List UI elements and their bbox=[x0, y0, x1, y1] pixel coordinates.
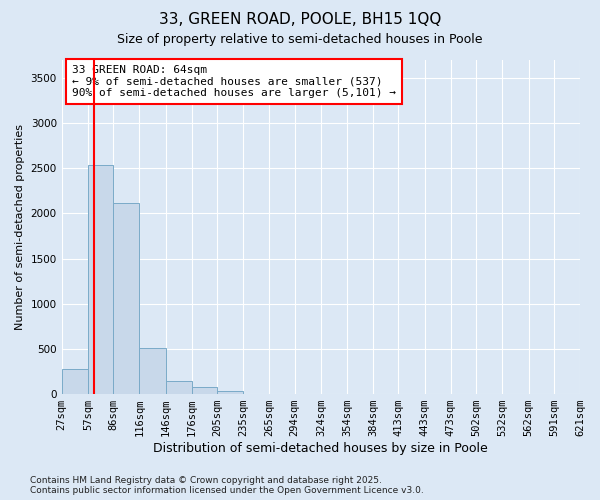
Bar bbox=[191, 387, 217, 394]
Bar bbox=[62, 369, 88, 394]
Text: Size of property relative to semi-detached houses in Poole: Size of property relative to semi-detach… bbox=[117, 32, 483, 46]
X-axis label: Distribution of semi-detached houses by size in Poole: Distribution of semi-detached houses by … bbox=[154, 442, 488, 455]
Y-axis label: Number of semi-detached properties: Number of semi-detached properties bbox=[15, 124, 25, 330]
Text: 33, GREEN ROAD, POOLE, BH15 1QQ: 33, GREEN ROAD, POOLE, BH15 1QQ bbox=[159, 12, 441, 28]
Text: 33 GREEN ROAD: 64sqm
← 9% of semi-detached houses are smaller (537)
90% of semi-: 33 GREEN ROAD: 64sqm ← 9% of semi-detach… bbox=[72, 65, 396, 98]
Bar bbox=[166, 381, 191, 394]
Text: Contains HM Land Registry data © Crown copyright and database right 2025.
Contai: Contains HM Land Registry data © Crown c… bbox=[30, 476, 424, 495]
Bar bbox=[113, 202, 139, 394]
Bar bbox=[217, 392, 243, 394]
Bar bbox=[139, 348, 166, 394]
Bar bbox=[88, 164, 113, 394]
